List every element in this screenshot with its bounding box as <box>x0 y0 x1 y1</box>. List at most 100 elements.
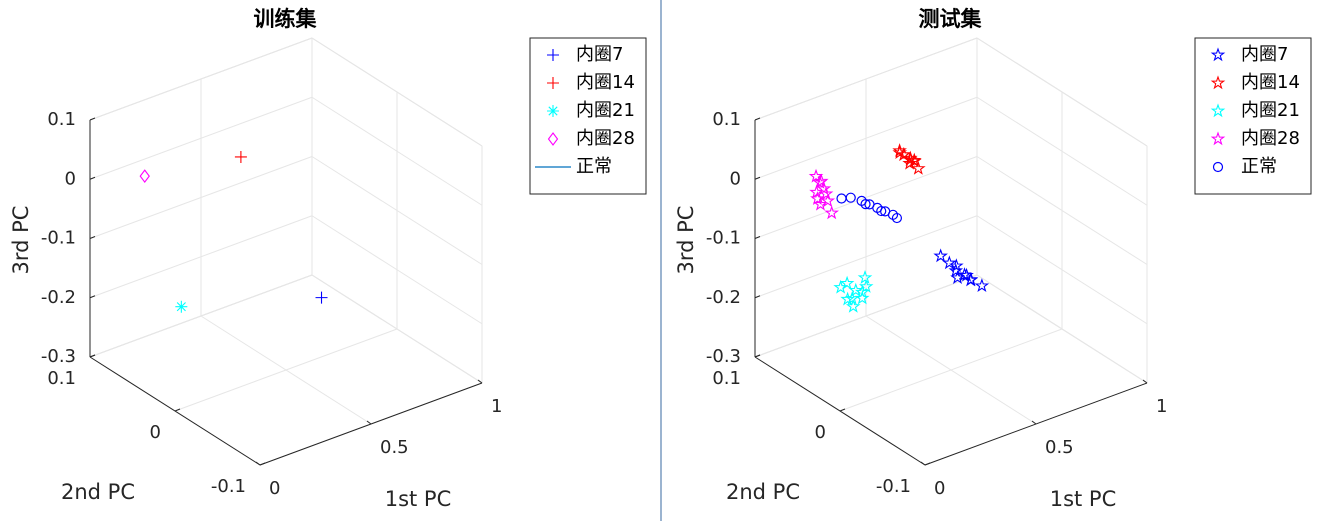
z-axis-label: 3rd PC <box>674 206 698 275</box>
data-point <box>858 278 874 293</box>
data-point <box>848 282 864 297</box>
data-point <box>911 160 926 175</box>
tick-mark <box>839 408 846 412</box>
data-point <box>949 258 964 273</box>
data-point <box>857 270 873 284</box>
tick-mark <box>255 461 261 466</box>
grid-line <box>976 156 1148 265</box>
data-point <box>902 155 917 170</box>
z-tick-label: -0.3 <box>41 346 76 367</box>
legend-marker <box>1210 75 1226 90</box>
data-point <box>959 267 974 282</box>
legend-marker <box>547 49 559 61</box>
data-point <box>820 193 836 208</box>
y-tick-label: -0.1 <box>876 476 911 497</box>
tick-mark <box>366 420 372 425</box>
legend-marker <box>1210 47 1226 62</box>
z-tick-label: 0 <box>65 168 76 189</box>
z-tick-label: 0.1 <box>47 109 76 130</box>
x-tick-label: 1 <box>491 396 502 417</box>
grid-line <box>311 96 483 206</box>
grid-line <box>89 215 313 299</box>
y-tick-label: -0.1 <box>211 476 246 497</box>
data-point <box>844 290 860 305</box>
tick-mark <box>89 236 96 239</box>
z-tick-label: 0 <box>730 168 741 189</box>
z-tick-label: -0.1 <box>41 228 76 249</box>
data-point <box>175 300 188 313</box>
grid-line <box>89 156 313 239</box>
tick-mark <box>1031 420 1037 425</box>
x-tick-label: 0 <box>269 478 280 499</box>
x-tick-label: 0.5 <box>1045 437 1074 458</box>
tick-mark <box>920 461 926 466</box>
x-tick-label: 0 <box>934 478 945 499</box>
grid-line <box>839 328 1063 412</box>
data-point <box>839 275 855 290</box>
data-point <box>824 205 840 220</box>
data-point <box>315 291 328 304</box>
data-point <box>845 192 856 203</box>
legend-label: 内圈21 <box>1241 100 1300 121</box>
x-axis-label: 1st PC <box>1050 487 1117 511</box>
data-point <box>854 284 870 299</box>
x-tick-label: 1 <box>1156 396 1167 417</box>
legend-label: 内圈28 <box>576 128 635 149</box>
grid-line <box>174 328 398 412</box>
grid-line <box>89 37 313 121</box>
data-point <box>833 279 848 294</box>
z-tick-label: 0.1 <box>712 109 741 130</box>
grid-line <box>976 96 1148 206</box>
tick-mark <box>89 295 96 299</box>
tick-mark <box>924 462 931 466</box>
data-point <box>845 298 861 313</box>
grid-line <box>311 274 483 384</box>
legend-marker <box>1210 103 1226 118</box>
data-point <box>950 270 965 285</box>
grid-line <box>754 37 978 121</box>
legend-label: 内圈7 <box>1241 44 1288 65</box>
data-point <box>933 248 948 263</box>
tick-mark <box>259 462 266 466</box>
tick-mark <box>89 117 96 121</box>
tick-mark <box>754 236 761 239</box>
legend-marker <box>1210 131 1226 146</box>
data-point <box>808 168 824 183</box>
y-tick-label: 0.1 <box>47 368 76 389</box>
legend-label: 内圈28 <box>1241 128 1300 149</box>
legend-label: 内圈7 <box>576 44 623 65</box>
grid-line <box>754 156 978 239</box>
data-point <box>234 150 247 163</box>
x-tick-label: 0.5 <box>380 437 409 458</box>
tick-mark <box>754 117 761 121</box>
z-axis-label: 3rd PC <box>9 206 33 275</box>
data-point <box>948 263 964 278</box>
grid-line <box>311 37 483 147</box>
y-tick-label: 0 <box>150 422 161 443</box>
y-tick-label: 0.1 <box>712 368 741 389</box>
legend-marker <box>1212 161 1224 173</box>
legend-label: 内圈14 <box>1241 72 1300 93</box>
grid-line <box>89 96 313 180</box>
legend-label: 正常 <box>576 156 612 177</box>
legend-box <box>529 37 647 195</box>
data-point <box>840 291 855 306</box>
legend-label: 内圈21 <box>576 100 635 121</box>
legend-marker <box>547 105 559 117</box>
data-point <box>860 199 871 210</box>
z-tick-label: -0.3 <box>706 346 741 367</box>
grid-line <box>976 274 1148 384</box>
data-point <box>816 181 832 195</box>
grid-line <box>754 96 978 180</box>
grid-line <box>311 156 483 265</box>
tick-mark <box>89 176 96 180</box>
tick-mark <box>174 408 181 412</box>
y-axis-label: 2nd PC <box>61 480 135 504</box>
tick-mark <box>477 379 483 384</box>
grid-line <box>89 274 313 358</box>
tick-mark <box>1142 379 1148 384</box>
data-point <box>876 205 887 217</box>
data-point <box>892 145 908 160</box>
